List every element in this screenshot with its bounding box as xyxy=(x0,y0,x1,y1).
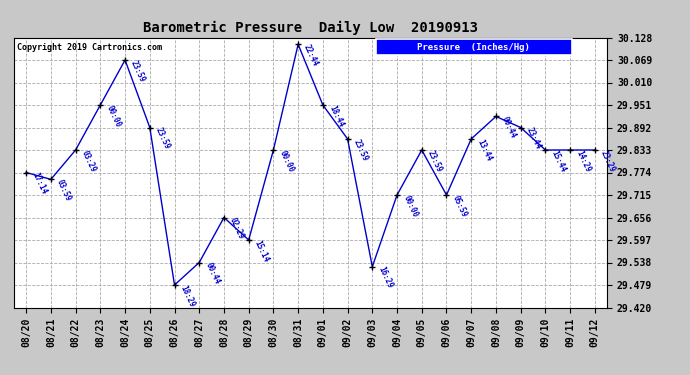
Text: 18:29: 18:29 xyxy=(179,284,197,308)
Text: 18:44: 18:44 xyxy=(327,104,345,128)
Text: 00:00: 00:00 xyxy=(401,194,419,218)
Text: 23:59: 23:59 xyxy=(426,148,444,173)
Text: 22:44: 22:44 xyxy=(302,43,320,68)
Text: 14:29: 14:29 xyxy=(574,148,592,173)
Text: 23:29: 23:29 xyxy=(599,148,617,173)
FancyBboxPatch shape xyxy=(376,39,571,55)
Title: Barometric Pressure  Daily Low  20190913: Barometric Pressure Daily Low 20190913 xyxy=(143,21,478,35)
Text: 15:14: 15:14 xyxy=(253,238,270,263)
Text: 03:59: 03:59 xyxy=(55,178,73,203)
Text: Pressure  (Inches/Hg): Pressure (Inches/Hg) xyxy=(417,43,530,52)
Text: 23:59: 23:59 xyxy=(154,126,172,151)
Text: 13:44: 13:44 xyxy=(475,138,493,162)
Text: 15:44: 15:44 xyxy=(549,148,567,173)
Text: 00:44: 00:44 xyxy=(500,115,518,140)
Text: Copyright 2019 Cartronics.com: Copyright 2019 Cartronics.com xyxy=(17,43,161,52)
Text: 05:59: 05:59 xyxy=(451,194,469,218)
Text: 16:29: 16:29 xyxy=(377,265,395,290)
Text: 03:29: 03:29 xyxy=(80,148,98,173)
Text: 00:00: 00:00 xyxy=(104,104,122,128)
Text: 02:29: 02:29 xyxy=(228,216,246,241)
Text: 17:14: 17:14 xyxy=(30,171,48,196)
Text: 23:44: 23:44 xyxy=(525,126,543,151)
Text: 23:59: 23:59 xyxy=(352,138,370,162)
Text: 00:44: 00:44 xyxy=(204,261,221,286)
Text: 23:59: 23:59 xyxy=(129,58,147,83)
Text: 00:00: 00:00 xyxy=(277,148,295,173)
